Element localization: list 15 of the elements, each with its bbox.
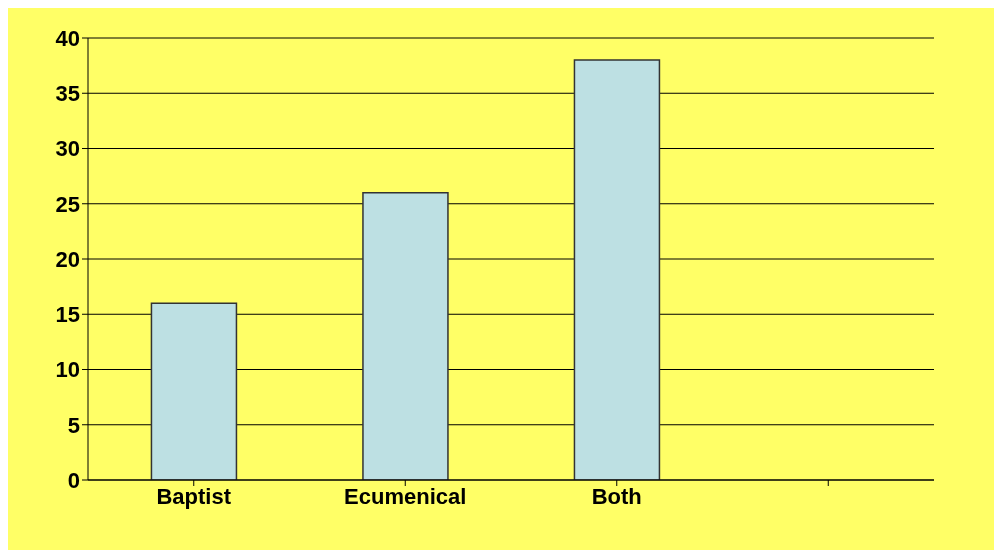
y-tick-label: 0 [67,467,80,493]
y-tick-label: 10 [55,357,80,383]
bar [362,191,449,480]
y-tick-label: 35 [55,81,80,107]
y-tick-label: 5 [67,412,80,438]
bar [150,302,238,480]
x-tick-label: Both [591,483,642,509]
y-tick-label: 20 [55,246,80,272]
bar [573,59,661,480]
x-tick-label: Ecumenical [344,483,467,509]
y-tick-label: 25 [55,191,80,217]
x-tick-label: Baptist [156,483,232,509]
y-tick-label: 30 [55,136,80,162]
y-tick-label: 15 [55,302,80,328]
y-tick-label: 40 [55,25,80,51]
